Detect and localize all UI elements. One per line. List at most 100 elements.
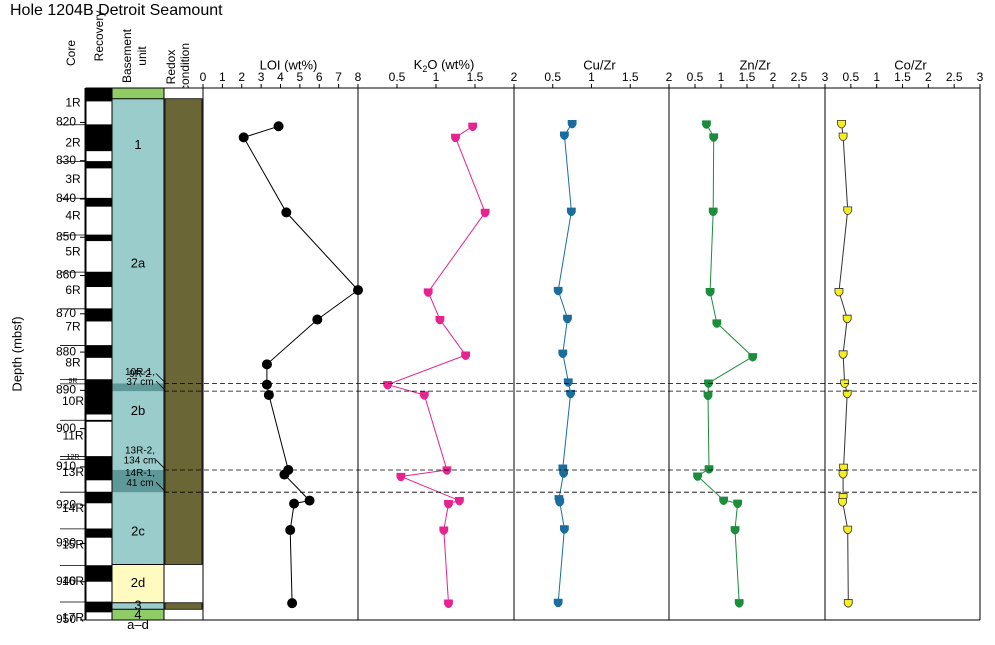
data-point	[734, 599, 744, 608]
core-label: 6R	[65, 283, 81, 297]
panel-x-tick-label: 1.5	[739, 70, 756, 84]
core-label: 10R	[62, 394, 84, 408]
core-label: 5R	[65, 245, 81, 259]
depth-tick-label: 860	[56, 268, 76, 282]
basement-unit-label: 4	[134, 607, 141, 622]
data-point	[837, 119, 846, 129]
panel-x-tick-label: 0	[200, 70, 207, 84]
depth-tick-label: 820	[56, 115, 76, 129]
basement-unit-band	[112, 602, 164, 610]
panel-series-line	[696, 123, 754, 603]
panel-x-tick-label: 1	[873, 70, 880, 84]
core-label: 8R	[65, 356, 81, 370]
core-label: 2R	[65, 136, 81, 150]
panel-5: 0.5 1 1.5 2 2.5 3 Co/Zr	[824, 57, 984, 621]
depth-tick-label: 830	[56, 153, 76, 167]
data-point	[273, 121, 284, 132]
panel-series-line	[386, 125, 486, 604]
recovery-interval	[86, 528, 112, 538]
contact-annotation: 41 cm	[126, 478, 153, 489]
data-point	[709, 133, 719, 142]
data-point	[842, 389, 852, 399]
data-point	[559, 525, 569, 534]
panel-title: Co/Zr	[894, 57, 927, 72]
data-point	[702, 120, 711, 129]
data-point	[563, 314, 572, 324]
data-point	[838, 132, 848, 142]
depth-tick-label: 920	[56, 497, 76, 511]
data-point	[451, 133, 460, 143]
data-point	[730, 526, 740, 535]
depth-tick-label: 900	[56, 421, 76, 435]
basement-column-header: Basement	[120, 28, 134, 83]
basement-unit-band	[112, 88, 164, 99]
core-column-header: Core	[64, 40, 78, 66]
data-point	[261, 379, 272, 390]
data-point	[289, 498, 300, 509]
data-point	[455, 496, 464, 506]
data-point	[444, 500, 453, 509]
contact-annotation: 134 cm	[124, 456, 157, 467]
data-point	[312, 314, 323, 325]
panel-x-tick-label: 1.5	[467, 70, 484, 84]
panel-x-tick-label: 5	[297, 70, 304, 84]
contact-annotation: 37 cm	[126, 377, 153, 388]
data-point	[480, 208, 490, 218]
data-point	[439, 526, 449, 535]
panel-3: 0.5 1 1.5 2 Cu/Zr	[513, 57, 673, 621]
recovery-interval	[86, 345, 112, 358]
basement-unit-label: 1	[134, 137, 141, 152]
panel-title: Cu/Zr	[583, 57, 616, 72]
depth-tick-label: 930	[56, 536, 76, 550]
data-point	[559, 469, 568, 478]
panel-x-tick-label: 2.5	[791, 70, 808, 84]
data-point	[708, 207, 718, 217]
depth-tick-label: 870	[56, 306, 76, 320]
data-point	[461, 351, 471, 360]
core-label: 11R	[62, 428, 83, 442]
panel-x-tick-label: 3	[822, 70, 829, 84]
data-point	[238, 132, 249, 143]
panel-title-part: O (wt%)	[427, 57, 474, 72]
contact-leader-line	[155, 481, 166, 492]
core-label: 12R	[67, 454, 80, 461]
recovery-interval	[86, 602, 112, 613]
panel-x-tick-label: 2	[666, 70, 673, 84]
data-point	[563, 378, 573, 387]
recovery-interval	[86, 383, 112, 415]
contact-leader-line	[155, 380, 166, 391]
data-point	[285, 525, 296, 536]
data-point	[555, 498, 565, 507]
panel-x-tick-label: 1.5	[622, 70, 639, 84]
basement-dark-band	[112, 383, 164, 392]
data-point	[419, 391, 429, 400]
panel-x-tick-label: 6	[316, 70, 323, 84]
core-label: 4R	[65, 208, 81, 222]
recovery-interval	[86, 459, 112, 481]
data-point	[843, 206, 853, 215]
panel-title: LOI (wt%)	[260, 57, 318, 72]
panel-x-tick-label: 3	[977, 70, 984, 84]
panel-x-tick-label: 2	[238, 70, 245, 84]
data-point	[396, 472, 406, 482]
panel-x-tick-label: 1	[588, 70, 595, 84]
data-point	[423, 288, 433, 297]
core-label: 16R	[62, 574, 84, 588]
chart-title: Hole 1204B Detroit Seamount	[10, 2, 223, 19]
panel-x-tick-label: 4	[277, 70, 284, 84]
basement-unit-label: a–d	[127, 617, 149, 632]
data-point	[553, 286, 563, 296]
core-label: 9R	[69, 378, 78, 385]
panel-series-line	[242, 125, 359, 604]
data-point	[444, 599, 453, 608]
data-point	[383, 381, 393, 390]
data-point	[567, 119, 577, 129]
recovery-column-header: Recovery	[92, 11, 106, 62]
data-point	[693, 472, 702, 481]
panel-x-tick-label: 2.5	[946, 70, 963, 84]
panel-title-subscript: 2	[422, 64, 427, 74]
data-point	[705, 288, 715, 297]
panel-title: Zn/Zr	[739, 57, 771, 72]
panel-x-tick-label: 7	[335, 70, 342, 84]
